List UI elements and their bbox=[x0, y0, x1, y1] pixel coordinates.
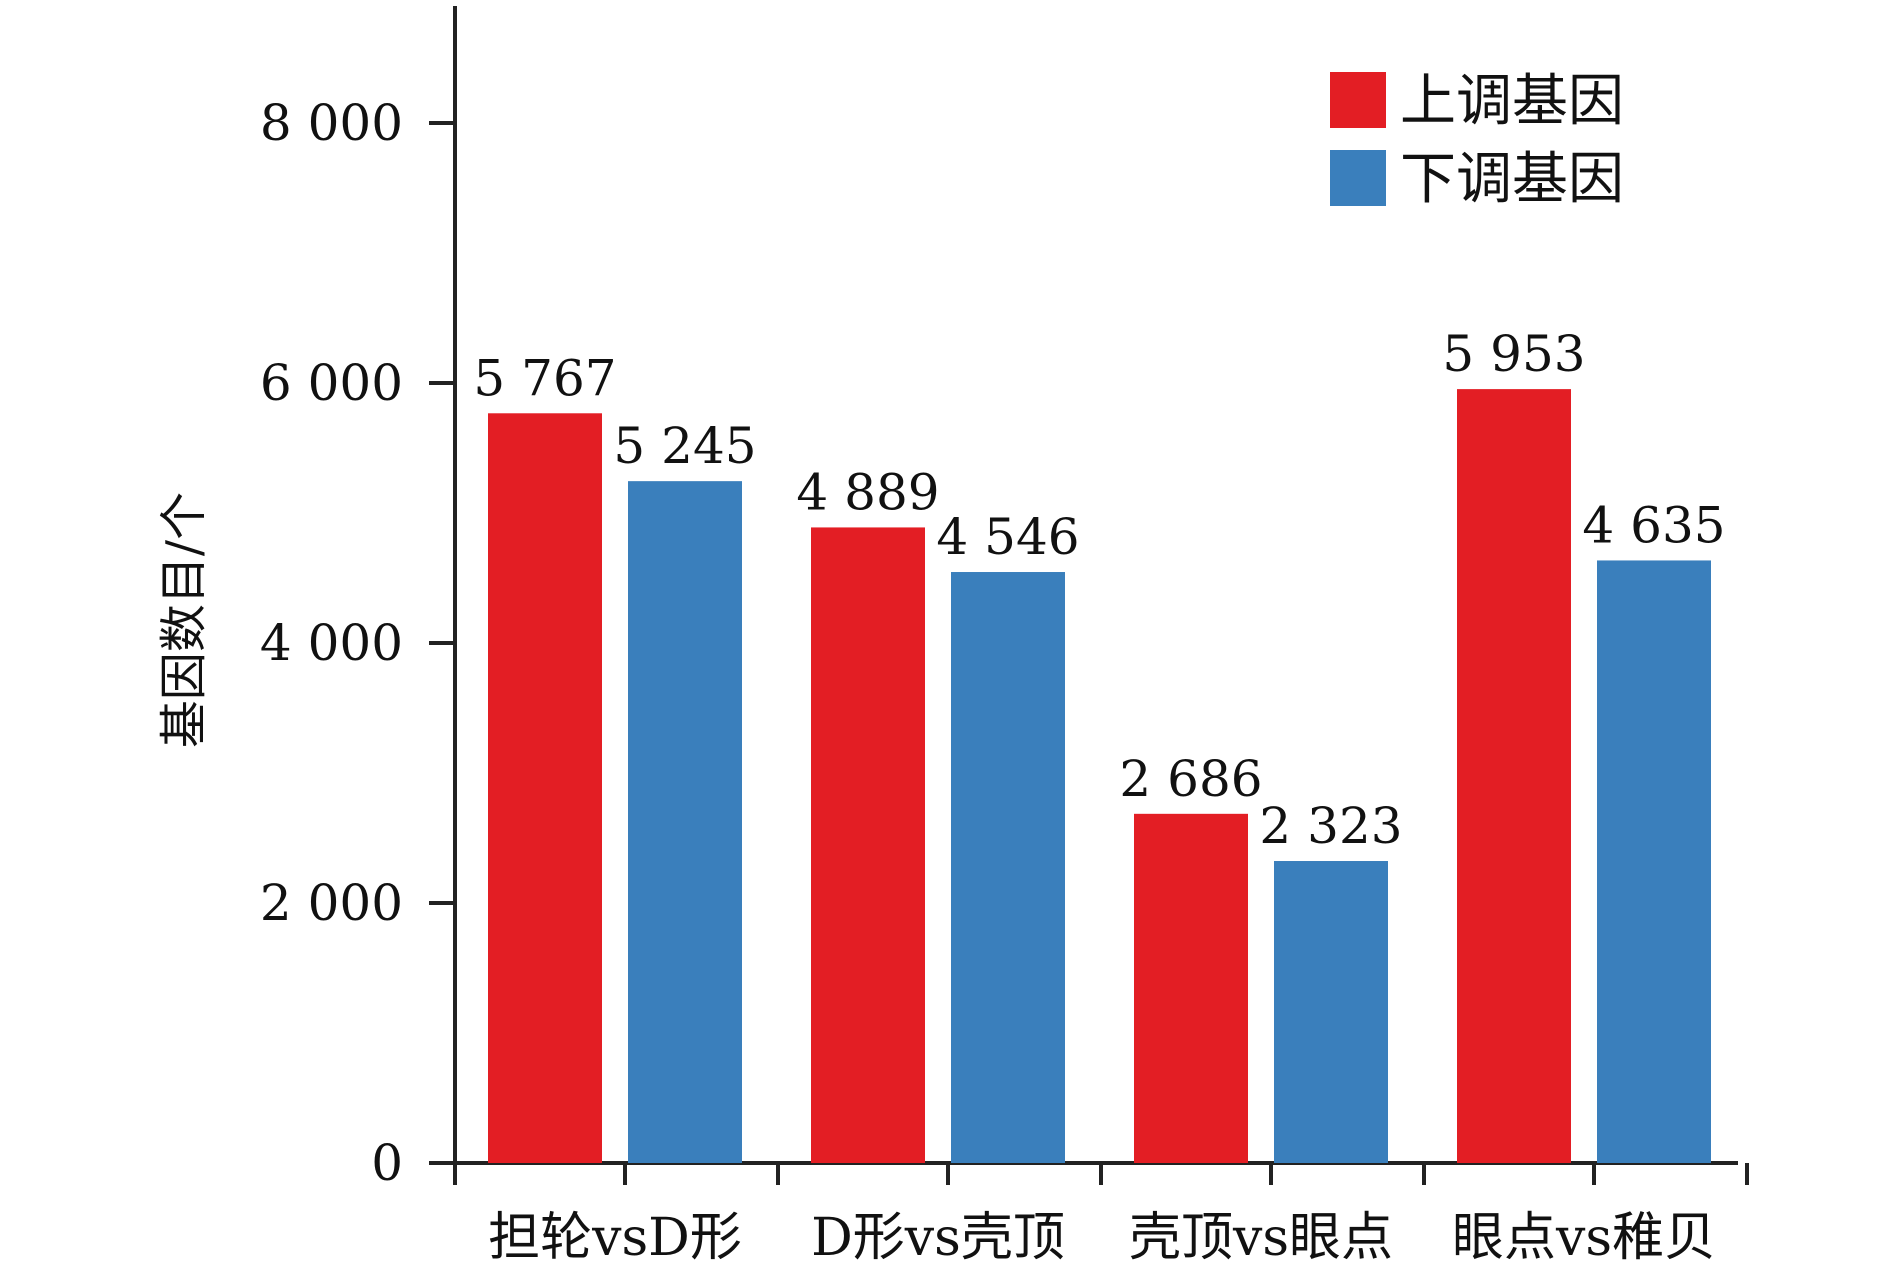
legend-swatch bbox=[1330, 72, 1386, 128]
bar bbox=[1457, 389, 1571, 1163]
bar-value-label: 2 686 bbox=[1119, 750, 1262, 808]
bar bbox=[951, 572, 1065, 1163]
bar bbox=[1274, 861, 1388, 1163]
category-label: 眼点vs稚贝 bbox=[1452, 1208, 1716, 1266]
category-labels: 担轮vsD形 D形vs壳顶 壳顶vs眼点 眼点vs稚贝 bbox=[488, 1208, 1716, 1266]
bar bbox=[488, 413, 602, 1163]
bar-value-label: 2 323 bbox=[1259, 797, 1402, 855]
legend-swatch bbox=[1330, 150, 1386, 206]
bar-value-label: 4 635 bbox=[1582, 496, 1725, 554]
bar bbox=[628, 481, 742, 1163]
y-tick-label: 4 000 bbox=[260, 614, 403, 672]
y-tick-label: 8 000 bbox=[260, 94, 403, 152]
bar-value-label: 5 245 bbox=[613, 417, 756, 475]
bar bbox=[1134, 813, 1248, 1163]
category-label: D形vs壳顶 bbox=[811, 1208, 1065, 1266]
bar bbox=[1597, 560, 1711, 1163]
bar-value-label: 5 953 bbox=[1442, 325, 1585, 383]
category-label: 壳顶vs眼点 bbox=[1129, 1208, 1393, 1266]
bar-value-label: 4 889 bbox=[796, 463, 939, 521]
bar-value-label: 4 546 bbox=[936, 508, 1079, 566]
legend-label: 下调基因 bbox=[1400, 147, 1624, 212]
bar bbox=[811, 527, 925, 1163]
legend-label: 上调基因 bbox=[1400, 69, 1624, 134]
y-tick-label: 2 000 bbox=[260, 874, 403, 932]
y-tick-label: 6 000 bbox=[260, 354, 403, 412]
axes: 0 2 000 4 000 6 000 8 000 bbox=[260, 6, 1749, 1192]
y-tick-label: 0 bbox=[371, 1134, 403, 1192]
category-label: 担轮vsD形 bbox=[488, 1208, 742, 1266]
bars bbox=[488, 389, 1711, 1163]
bar-value-label: 5 767 bbox=[473, 349, 616, 407]
y-axis-title: 基因数目/个 bbox=[156, 492, 212, 748]
